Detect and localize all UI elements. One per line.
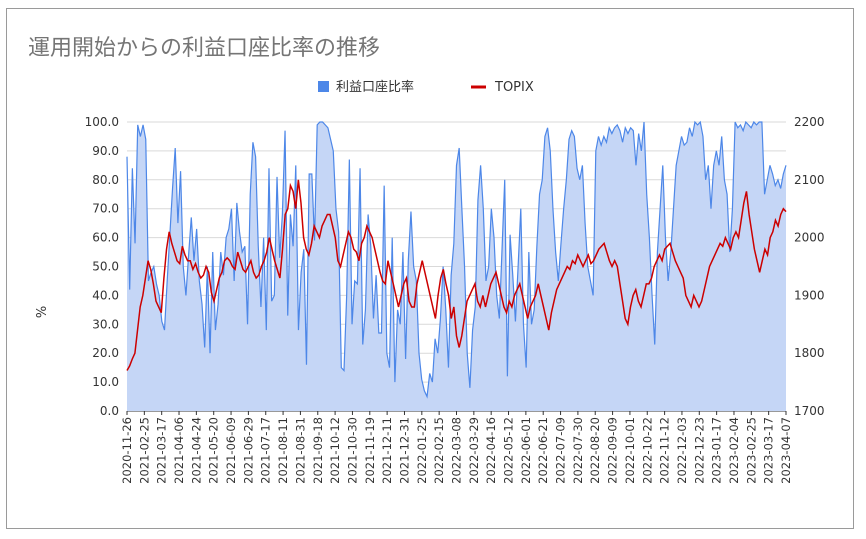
x-tick-label: 2022-03-29 — [467, 417, 481, 484]
x-tick-label: 2021-06-09 — [224, 417, 238, 484]
x-tick-label: 2021-04-06 — [172, 417, 186, 484]
y-left-tick-label: 20.0 — [92, 346, 119, 360]
x-tick-label: 2022-11-12 — [658, 417, 672, 484]
x-tick-label: 2022-07-30 — [571, 417, 585, 484]
y-right-tick-label: 1800 — [794, 346, 825, 360]
y-left-tick-label: 100.0 — [85, 115, 119, 129]
x-tick-label: 2021-12-31 — [397, 417, 411, 484]
y-left-tick-label: 40.0 — [92, 288, 119, 302]
x-tick-label: 2020-11-26 — [120, 417, 134, 484]
x-tick-label: 2022-02-15 — [432, 417, 446, 484]
y-left-tick-label: 80.0 — [92, 173, 119, 187]
y-axis-title: % — [35, 306, 50, 318]
x-tick-label: 2022-05-12 — [502, 417, 516, 484]
y-left-tick-label: 50.0 — [92, 260, 119, 274]
x-tick-label: 2022-06-01 — [519, 417, 533, 484]
x-tick-label: 2021-07-17 — [259, 417, 273, 484]
topix-line — [126, 179, 787, 371]
x-tick-label: 2023-02-04 — [727, 417, 741, 484]
x-tick-label: 2021-05-20 — [207, 417, 221, 484]
x-tick-label: 2021-11-19 — [363, 417, 377, 484]
y-right-tick-label: 2200 — [794, 115, 825, 129]
y-left-tick-label: 30.0 — [92, 317, 119, 331]
x-tick-label: 2021-10-12 — [328, 417, 342, 484]
x-tick-label: 2021-08-31 — [293, 417, 307, 484]
x-tick-label: 2021-12-11 — [380, 417, 394, 484]
y-right-tick-label: 1900 — [794, 288, 825, 302]
x-tick-label: 2023-01-17 — [710, 417, 724, 484]
x-tick-label: 2023-03-17 — [762, 417, 776, 484]
legend-label-topix[interactable]: TOPIX — [494, 80, 534, 95]
legend-label-profit-ratio[interactable]: 利益口座比率 — [336, 79, 414, 95]
x-tick-label: 2023-04-07 — [779, 417, 793, 484]
x-tick-label: 2023-02-25 — [744, 417, 758, 484]
y-right-tick-label: 1700 — [794, 404, 825, 418]
legend-swatch-profit-ratio — [318, 81, 329, 92]
y-left-tick-label: 10.0 — [92, 375, 119, 389]
y-left-tick-label: 90.0 — [92, 144, 119, 158]
x-tick-label: 2021-03-17 — [155, 417, 169, 484]
x-tick-label: 2022-03-08 — [450, 417, 464, 484]
x-tick-label: 2022-07-09 — [554, 417, 568, 484]
profit-ratio-area — [127, 122, 786, 411]
x-tick-label: 2021-09-18 — [311, 417, 325, 484]
y-right-tick-label: 2100 — [794, 173, 825, 187]
x-tick-label: 2021-06-29 — [241, 417, 255, 484]
x-tick-label: 2021-04-24 — [189, 417, 203, 484]
x-tick-label: 2022-10-22 — [640, 417, 654, 484]
x-tick-label: 2022-10-01 — [623, 417, 637, 484]
x-tick-label: 2021-02-25 — [137, 417, 151, 484]
chart-title: 運用開始からの利益口座比率の推移 — [28, 36, 381, 61]
x-tick-label: 2022-12-03 — [675, 417, 689, 484]
x-tick-label: 2021-08-11 — [276, 417, 290, 484]
y-left-tick-label: 70.0 — [92, 202, 119, 216]
y-left-tick-label: 60.0 — [92, 231, 119, 245]
x-tick-label: 2022-06-21 — [536, 417, 550, 484]
x-tick-label: 2022-08-20 — [588, 417, 602, 484]
x-tick-label: 2022-04-16 — [484, 417, 498, 484]
x-tick-label: 2021-10-30 — [345, 417, 359, 484]
y-left-tick-label: 0.0 — [100, 404, 119, 418]
x-tick-label: 2022-01-25 — [415, 417, 429, 484]
x-tick-label: 2022-12-23 — [692, 417, 706, 484]
y-right-tick-label: 2000 — [794, 231, 825, 245]
x-tick-label: 2022-09-09 — [606, 417, 620, 484]
profit-ratio-line — [126, 120, 787, 399]
